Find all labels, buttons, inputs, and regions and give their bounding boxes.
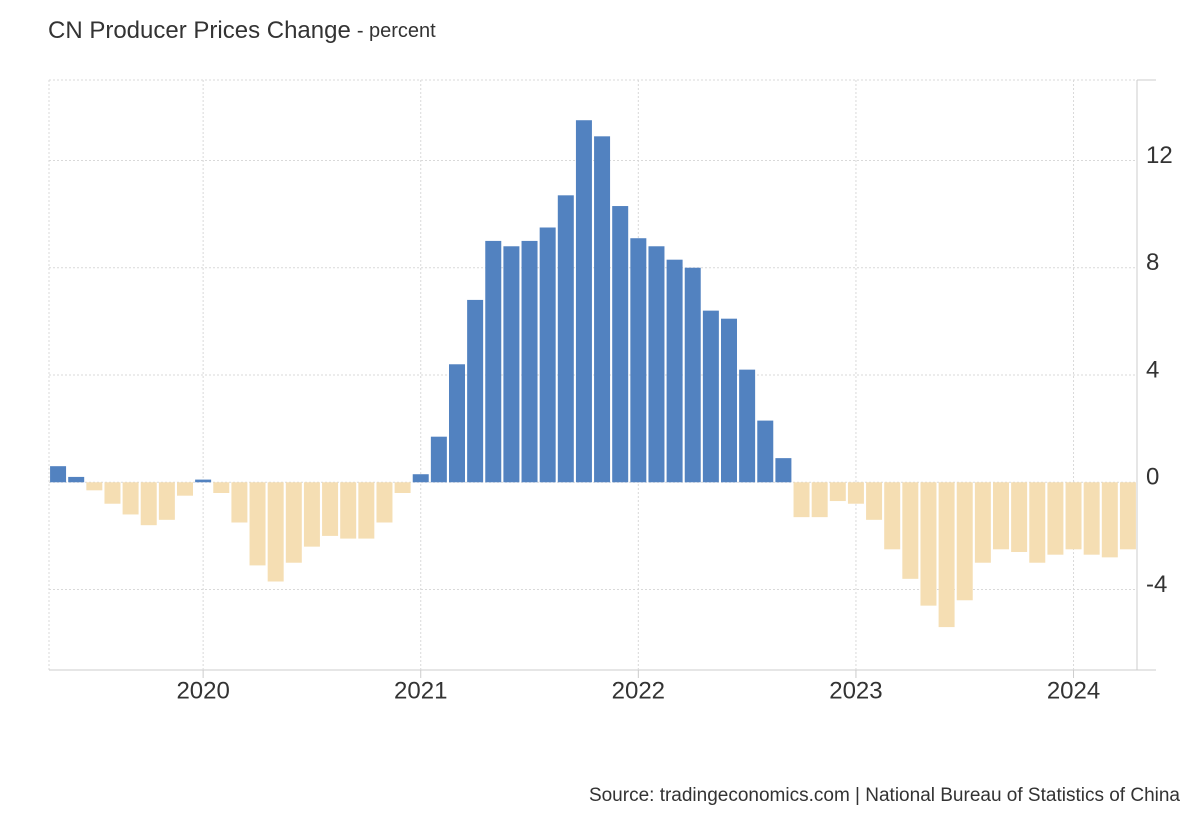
bar — [177, 482, 193, 496]
bar — [630, 238, 647, 483]
subtitle: - percent — [357, 20, 436, 42]
bar — [793, 482, 810, 518]
bar — [866, 482, 883, 520]
y-tick-label: 4 — [1146, 356, 1159, 383]
bar — [467, 299, 484, 483]
bar — [1047, 482, 1064, 555]
bar — [829, 482, 846, 502]
bar — [412, 474, 429, 483]
bar — [757, 420, 774, 483]
bar — [195, 479, 212, 483]
bar — [303, 482, 320, 547]
title: CN Producer Prices Change — [48, 17, 351, 44]
bar — [50, 466, 67, 483]
bar — [1029, 482, 1046, 563]
bar — [376, 482, 393, 523]
y-tick-label: -4 — [1146, 571, 1167, 598]
x-tick-label: 2020 — [176, 677, 229, 704]
bar — [539, 227, 556, 483]
bar — [920, 482, 937, 606]
x-tick-label: 2024 — [1047, 677, 1100, 704]
bar — [521, 240, 538, 483]
bar — [847, 482, 864, 504]
bar — [104, 482, 121, 504]
bar — [684, 267, 701, 483]
bar — [902, 482, 919, 579]
bar — [86, 482, 103, 491]
bar — [485, 240, 502, 483]
bar — [231, 482, 248, 523]
bar — [249, 482, 266, 566]
bar — [666, 259, 683, 483]
bar — [503, 246, 520, 483]
bar — [158, 482, 175, 520]
bar — [938, 482, 955, 628]
x-tick-label: 2021 — [394, 677, 447, 704]
bar — [956, 482, 973, 601]
bar — [884, 482, 901, 550]
y-tick-label: 8 — [1146, 249, 1159, 276]
source: Source: tradingeconomics.com | National … — [589, 785, 1180, 806]
bar — [430, 436, 447, 483]
bar — [811, 482, 828, 518]
bar — [322, 482, 339, 536]
bar — [340, 482, 357, 539]
bar — [267, 482, 284, 582]
bar — [974, 482, 991, 563]
bar — [122, 482, 139, 515]
chart-title: CN Producer Prices Change - percent — [48, 17, 436, 44]
bar — [993, 482, 1009, 550]
bar — [739, 369, 756, 483]
bar — [1101, 482, 1118, 558]
bar — [68, 476, 85, 483]
bar — [557, 195, 574, 483]
bar — [702, 310, 719, 483]
bar — [575, 120, 592, 483]
bar — [394, 482, 411, 493]
bar — [285, 482, 302, 563]
bar — [358, 482, 375, 539]
bar — [612, 206, 629, 483]
bar — [140, 482, 157, 526]
bar — [213, 482, 230, 493]
bar — [1083, 482, 1100, 555]
bar — [648, 246, 665, 483]
bar — [594, 136, 611, 483]
bar — [775, 458, 792, 483]
x-tick-label: 2022 — [612, 677, 665, 704]
bar — [1119, 482, 1136, 550]
bar — [1011, 482, 1028, 552]
y-tick-label: 12 — [1146, 142, 1173, 169]
x-tick-label: 2023 — [829, 677, 882, 704]
bar — [721, 318, 737, 483]
y-tick-label: 0 — [1146, 464, 1159, 491]
bar — [1065, 482, 1082, 550]
bar — [449, 364, 465, 483]
